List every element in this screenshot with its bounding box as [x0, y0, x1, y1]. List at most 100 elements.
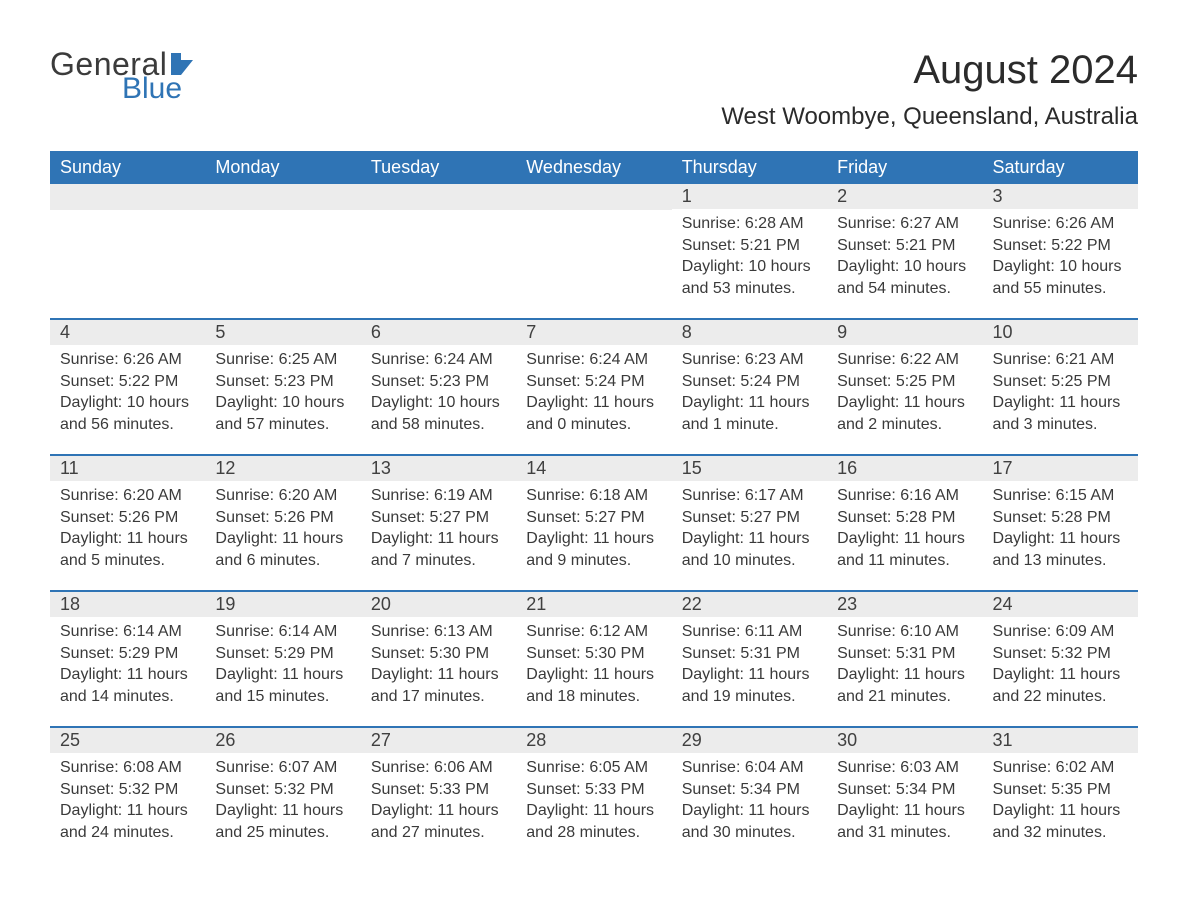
day-line-sr: Sunrise: 6:14 AM — [60, 621, 195, 643]
day-line-sr: Sunrise: 6:25 AM — [215, 349, 350, 371]
day-line-dl2: and 56 minutes. — [60, 414, 195, 436]
calendar-week: 25Sunrise: 6:08 AMSunset: 5:32 PMDayligh… — [50, 726, 1138, 848]
day-line-dl2: and 14 minutes. — [60, 686, 195, 708]
day-line-sr: Sunrise: 6:23 AM — [682, 349, 817, 371]
day-line-sr: Sunrise: 6:20 AM — [60, 485, 195, 507]
day-line-ss: Sunset: 5:26 PM — [60, 507, 195, 529]
day-line-dl1: Daylight: 11 hours — [682, 664, 817, 686]
day-line-dl2: and 53 minutes. — [682, 278, 817, 300]
calendar-week: 18Sunrise: 6:14 AMSunset: 5:29 PMDayligh… — [50, 590, 1138, 712]
day-body: Sunrise: 6:02 AMSunset: 5:35 PMDaylight:… — [983, 753, 1138, 843]
calendar-cell: 3Sunrise: 6:26 AMSunset: 5:22 PMDaylight… — [983, 184, 1138, 304]
day-number: 27 — [361, 728, 516, 753]
day-number: 6 — [361, 320, 516, 345]
day-body: Sunrise: 6:12 AMSunset: 5:30 PMDaylight:… — [516, 617, 671, 707]
day-line-ss: Sunset: 5:25 PM — [837, 371, 972, 393]
day-line-sr: Sunrise: 6:10 AM — [837, 621, 972, 643]
calendar-cell: 14Sunrise: 6:18 AMSunset: 5:27 PMDayligh… — [516, 456, 671, 576]
day-line-dl1: Daylight: 10 hours — [993, 256, 1128, 278]
day-line-ss: Sunset: 5:27 PM — [526, 507, 661, 529]
day-body: Sunrise: 6:06 AMSunset: 5:33 PMDaylight:… — [361, 753, 516, 843]
day-number: 9 — [827, 320, 982, 345]
day-line-sr: Sunrise: 6:18 AM — [526, 485, 661, 507]
day-number: 7 — [516, 320, 671, 345]
calendar-cell: 19Sunrise: 6:14 AMSunset: 5:29 PMDayligh… — [205, 592, 360, 712]
day-body: Sunrise: 6:20 AMSunset: 5:26 PMDaylight:… — [50, 481, 205, 571]
day-number — [205, 184, 360, 210]
day-body: Sunrise: 6:04 AMSunset: 5:34 PMDaylight:… — [672, 753, 827, 843]
day-line-dl1: Daylight: 11 hours — [837, 392, 972, 414]
day-line-dl2: and 19 minutes. — [682, 686, 817, 708]
weekday-header: Monday — [205, 151, 360, 184]
day-line-dl2: and 21 minutes. — [837, 686, 972, 708]
location-label: West Woombye, Queensland, Australia — [721, 103, 1138, 131]
calendar-cell: 16Sunrise: 6:16 AMSunset: 5:28 PMDayligh… — [827, 456, 982, 576]
day-number: 29 — [672, 728, 827, 753]
day-line-dl1: Daylight: 11 hours — [993, 664, 1128, 686]
title-block: August 2024 West Woombye, Queensland, Au… — [721, 48, 1138, 143]
calendar-cell: 27Sunrise: 6:06 AMSunset: 5:33 PMDayligh… — [361, 728, 516, 848]
day-number: 3 — [983, 184, 1138, 209]
day-line-dl1: Daylight: 11 hours — [215, 528, 350, 550]
day-body: Sunrise: 6:25 AMSunset: 5:23 PMDaylight:… — [205, 345, 360, 435]
day-line-dl1: Daylight: 10 hours — [682, 256, 817, 278]
day-line-dl2: and 3 minutes. — [993, 414, 1128, 436]
day-line-ss: Sunset: 5:32 PM — [215, 779, 350, 801]
day-line-dl1: Daylight: 11 hours — [682, 800, 817, 822]
day-line-sr: Sunrise: 6:26 AM — [60, 349, 195, 371]
day-line-dl1: Daylight: 11 hours — [526, 664, 661, 686]
day-number: 21 — [516, 592, 671, 617]
day-line-dl2: and 58 minutes. — [371, 414, 506, 436]
day-number: 17 — [983, 456, 1138, 481]
calendar-cell: 22Sunrise: 6:11 AMSunset: 5:31 PMDayligh… — [672, 592, 827, 712]
day-line-dl2: and 11 minutes. — [837, 550, 972, 572]
day-line-sr: Sunrise: 6:03 AM — [837, 757, 972, 779]
day-line-dl1: Daylight: 11 hours — [837, 528, 972, 550]
day-line-sr: Sunrise: 6:24 AM — [371, 349, 506, 371]
header: General Blue August 2024 West Woombye, Q… — [50, 48, 1138, 143]
calendar-cell — [516, 184, 671, 304]
logo: General Blue — [50, 48, 199, 104]
day-number: 10 — [983, 320, 1138, 345]
calendar: SundayMondayTuesdayWednesdayThursdayFrid… — [50, 151, 1138, 848]
day-line-ss: Sunset: 5:27 PM — [682, 507, 817, 529]
day-line-dl2: and 28 minutes. — [526, 822, 661, 844]
day-line-sr: Sunrise: 6:02 AM — [993, 757, 1128, 779]
day-number: 20 — [361, 592, 516, 617]
day-body: Sunrise: 6:03 AMSunset: 5:34 PMDaylight:… — [827, 753, 982, 843]
day-body: Sunrise: 6:05 AMSunset: 5:33 PMDaylight:… — [516, 753, 671, 843]
day-line-sr: Sunrise: 6:05 AM — [526, 757, 661, 779]
calendar-cell: 12Sunrise: 6:20 AMSunset: 5:26 PMDayligh… — [205, 456, 360, 576]
day-body: Sunrise: 6:21 AMSunset: 5:25 PMDaylight:… — [983, 345, 1138, 435]
day-line-sr: Sunrise: 6:11 AM — [682, 621, 817, 643]
day-body: Sunrise: 6:10 AMSunset: 5:31 PMDaylight:… — [827, 617, 982, 707]
day-line-sr: Sunrise: 6:07 AM — [215, 757, 350, 779]
day-line-sr: Sunrise: 6:06 AM — [371, 757, 506, 779]
day-number — [361, 184, 516, 210]
day-number: 5 — [205, 320, 360, 345]
day-line-dl2: and 24 minutes. — [60, 822, 195, 844]
day-line-dl2: and 15 minutes. — [215, 686, 350, 708]
day-body: Sunrise: 6:26 AMSunset: 5:22 PMDaylight:… — [983, 209, 1138, 299]
day-line-dl1: Daylight: 11 hours — [837, 800, 972, 822]
day-line-ss: Sunset: 5:23 PM — [215, 371, 350, 393]
day-line-dl2: and 13 minutes. — [993, 550, 1128, 572]
day-line-ss: Sunset: 5:21 PM — [682, 235, 817, 257]
day-number: 13 — [361, 456, 516, 481]
weekday-header: Thursday — [672, 151, 827, 184]
day-line-dl1: Daylight: 10 hours — [60, 392, 195, 414]
day-body: Sunrise: 6:18 AMSunset: 5:27 PMDaylight:… — [516, 481, 671, 571]
day-line-ss: Sunset: 5:30 PM — [371, 643, 506, 665]
day-line-sr: Sunrise: 6:17 AM — [682, 485, 817, 507]
day-line-dl2: and 25 minutes. — [215, 822, 350, 844]
day-body: Sunrise: 6:14 AMSunset: 5:29 PMDaylight:… — [50, 617, 205, 707]
day-body: Sunrise: 6:19 AMSunset: 5:27 PMDaylight:… — [361, 481, 516, 571]
day-line-dl1: Daylight: 11 hours — [682, 528, 817, 550]
day-number: 19 — [205, 592, 360, 617]
day-number — [50, 184, 205, 210]
day-line-dl1: Daylight: 11 hours — [837, 664, 972, 686]
calendar-cell: 20Sunrise: 6:13 AMSunset: 5:30 PMDayligh… — [361, 592, 516, 712]
day-line-dl1: Daylight: 11 hours — [526, 392, 661, 414]
day-line-sr: Sunrise: 6:16 AM — [837, 485, 972, 507]
day-number: 15 — [672, 456, 827, 481]
